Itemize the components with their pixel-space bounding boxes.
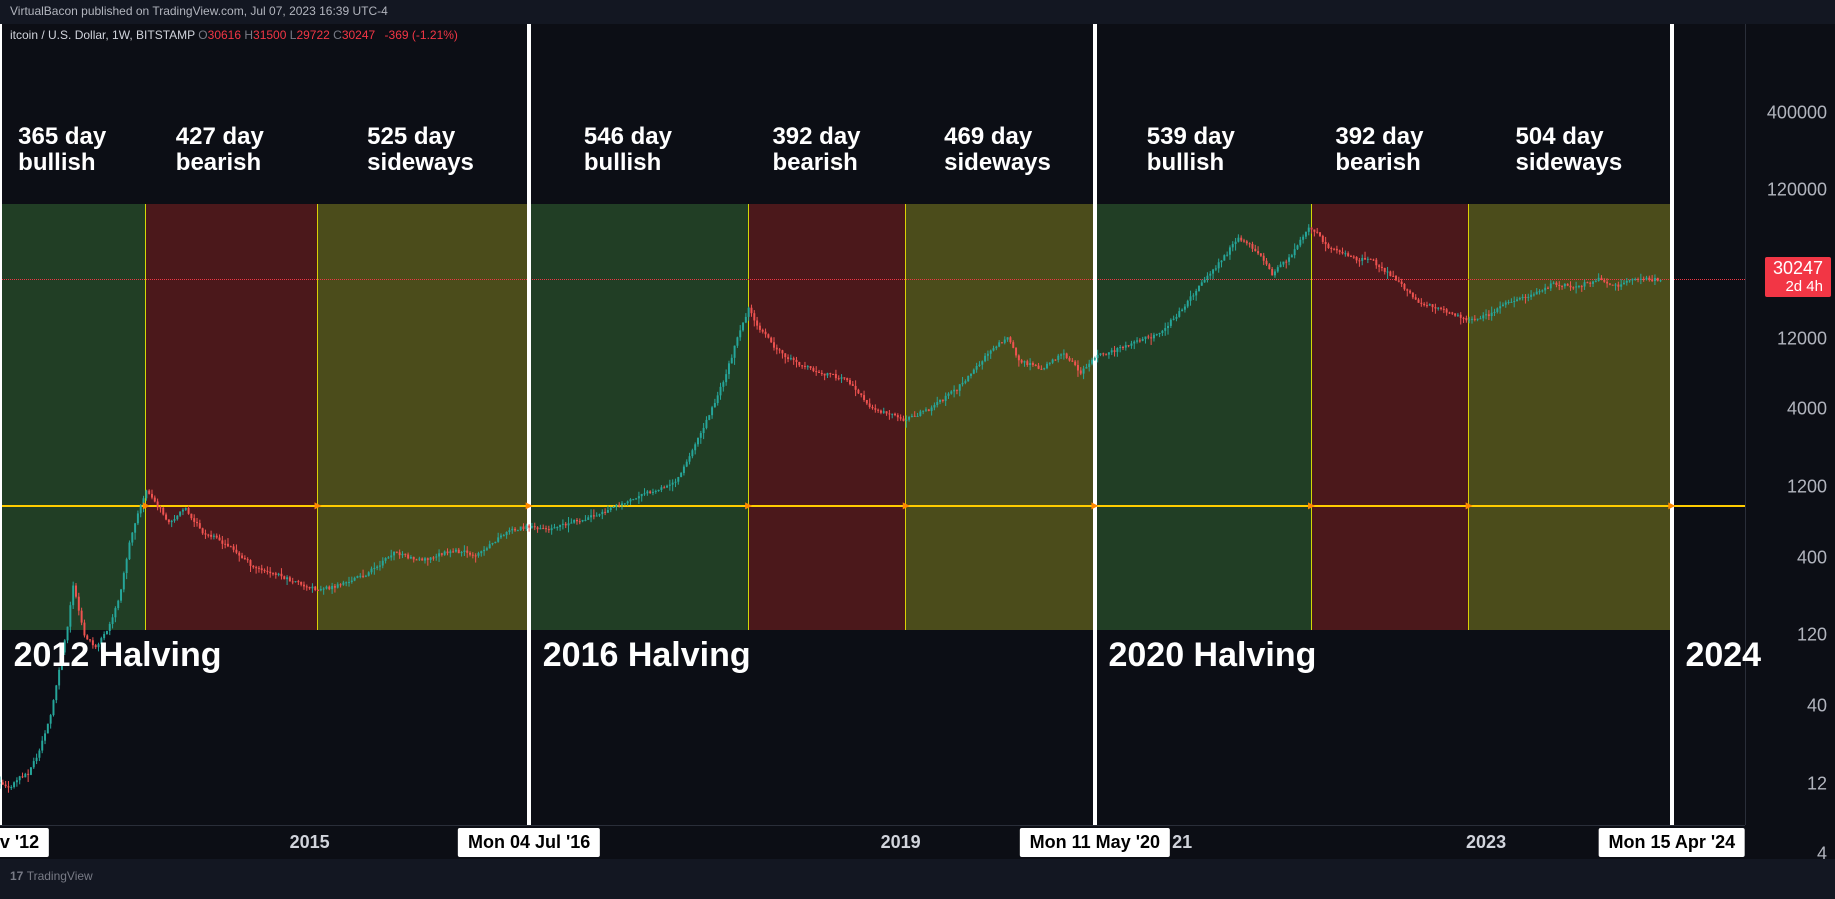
phase-label: 469 day sideways xyxy=(944,124,1051,177)
phase-label: 365 day bullish xyxy=(18,124,106,177)
phase-label: 539 day bullish xyxy=(1147,124,1235,177)
y-tick: 400 xyxy=(1797,547,1827,568)
zone-arrow: ▸ xyxy=(143,497,150,514)
ohlc-change: -369 (-1.21%) xyxy=(385,28,458,42)
price-tag-sub: 2d 4h xyxy=(1773,279,1823,296)
publish-text: VirtualBacon published on TradingView.co… xyxy=(10,4,388,18)
zone-arrow: ▸ xyxy=(1668,497,1675,514)
chart-root: VirtualBacon published on TradingView.co… xyxy=(0,0,1835,899)
phase-label: 392 day bearish xyxy=(772,124,860,177)
ohlc-high: 31500 xyxy=(253,28,286,42)
ohlc-open: 30616 xyxy=(208,28,241,42)
zone-arrow: ▸ xyxy=(526,497,533,514)
price-tag: 302472d 4h xyxy=(1765,257,1831,297)
x-tick: 21 xyxy=(1172,832,1192,853)
y-tick: 120000 xyxy=(1767,180,1827,201)
phase-label: 427 day bearish xyxy=(176,124,264,177)
y-tick: 40 xyxy=(1807,696,1827,717)
ohlc-bar: itcoin / U.S. Dollar, 1W, BITSTAMP O3061… xyxy=(10,28,458,42)
phase-label: 546 day bullish xyxy=(584,124,672,177)
chart-area[interactable]: 365 day bullish 427 day bearish 525 day si… xyxy=(0,24,1745,825)
zone-arrow: ▸ xyxy=(903,497,910,514)
zone-arrow: ▸ xyxy=(1091,497,1098,514)
x-tick-box: Mon 15 Apr '24 xyxy=(1598,828,1745,857)
ohlc-low: 29722 xyxy=(296,28,329,42)
halving-label: 2012 Halving xyxy=(14,636,222,675)
x-tick-box: 6 Nov '12 xyxy=(0,828,49,857)
publish-header: VirtualBacon published on TradingView.co… xyxy=(0,0,1835,24)
x-tick: 2019 xyxy=(881,832,921,853)
y-tick: 12000 xyxy=(1777,328,1827,349)
phase-label: 504 day sideways xyxy=(1516,124,1623,177)
footer-text: TradingView xyxy=(27,869,93,883)
phase-label: 392 day bearish xyxy=(1335,124,1423,177)
zone-arrow: ▸ xyxy=(315,497,322,514)
y-tick: 1200 xyxy=(1787,476,1827,497)
price-tag-value: 30247 xyxy=(1773,259,1823,279)
y-tick: 12 xyxy=(1807,773,1827,794)
halving-label: 2020 Halving xyxy=(1108,636,1316,675)
y-tick: 4000 xyxy=(1787,399,1827,420)
y-tick: 120 xyxy=(1797,625,1827,646)
phase-label: 525 day sideways xyxy=(367,124,474,177)
zone-arrow: ▸ xyxy=(745,497,752,514)
halving-label: 2016 Halving xyxy=(543,636,751,675)
y-axis[interactable]: 4124012040012004000120001200004000003024… xyxy=(1745,24,1835,825)
footer: 17 TradingView xyxy=(0,859,1835,899)
halving-label: 2024 xyxy=(1685,636,1761,675)
x-tick: 2023 xyxy=(1466,832,1506,853)
zone-arrow: ▸ xyxy=(1466,497,1473,514)
x-tick-box: Mon 11 May '20 xyxy=(1020,828,1170,857)
x-tick: 2015 xyxy=(290,832,330,853)
zone-arrow: ▸ xyxy=(1308,497,1315,514)
y-tick: 400000 xyxy=(1767,102,1827,123)
symbol: itcoin / U.S. Dollar, 1W, BITSTAMP xyxy=(10,28,195,42)
ohlc-close: 30247 xyxy=(342,28,375,42)
x-tick-box: Mon 04 Jul '16 xyxy=(458,828,600,857)
